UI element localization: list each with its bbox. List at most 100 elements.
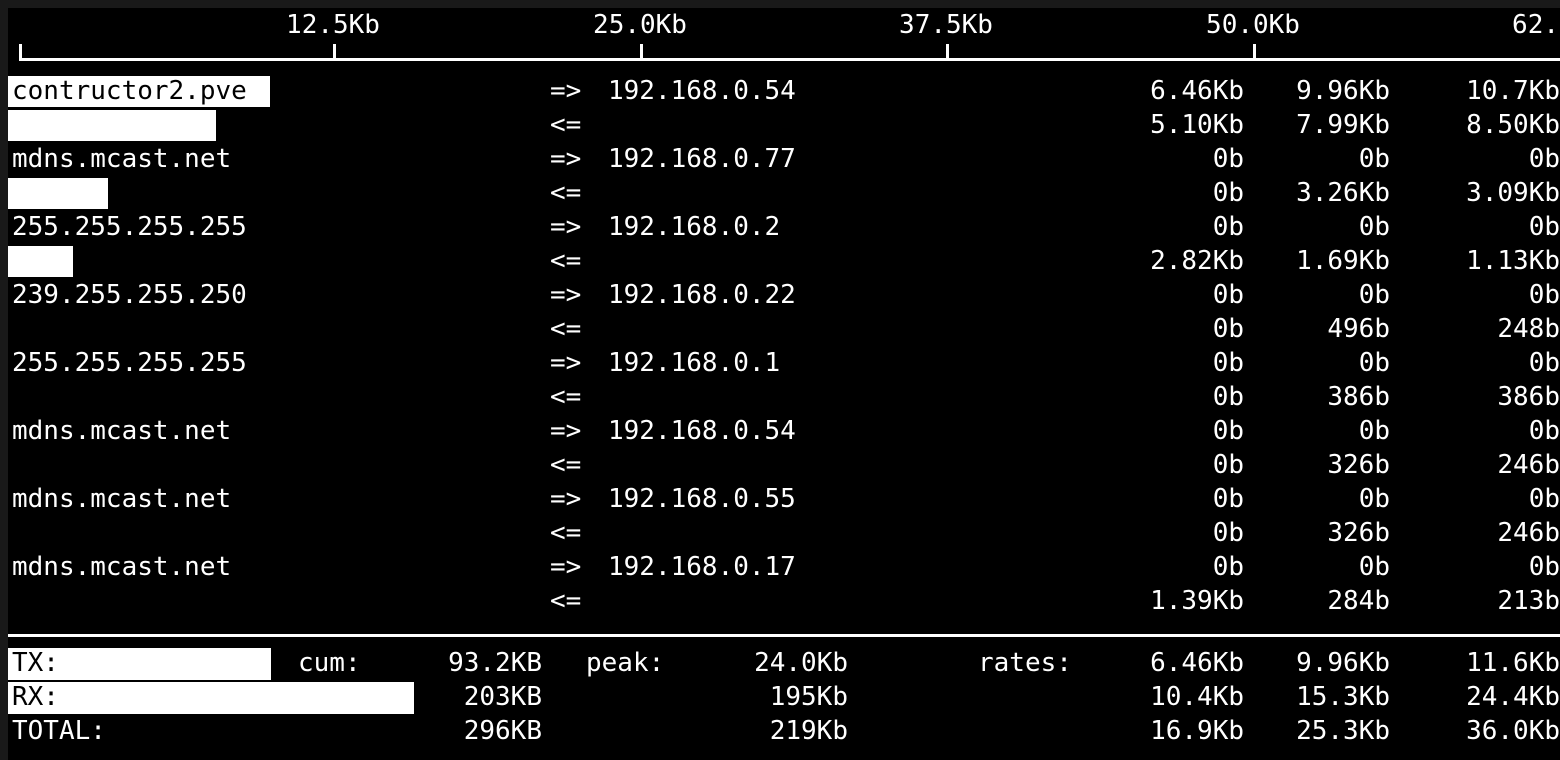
tx-arrow-icon: => — [550, 552, 582, 582]
connection-host-inverted: contructor2.pve — [12, 76, 247, 106]
connection-peer: 192.168.0.55 — [608, 484, 796, 514]
rx-rate-value: 496b — [1327, 314, 1390, 344]
scale-tick — [333, 44, 336, 60]
summary-peak-value: 219Kb — [769, 716, 848, 746]
tx-rate-value: 0b — [1528, 144, 1560, 174]
rx-arrow-icon: <= — [550, 382, 582, 412]
scale-label: 25.0Kb — [593, 10, 687, 40]
connection-host: 255.255.255.255 — [12, 212, 247, 242]
connection-peer: 192.168.0.1 — [608, 348, 781, 378]
rx-bandwidth-bar — [8, 178, 108, 209]
rx-rate-value: 3.26Kb — [1296, 178, 1390, 208]
tx-rate-value: 0b — [1528, 552, 1560, 582]
rx-rate-value: 1.69Kb — [1296, 246, 1390, 276]
tx-rate-value: 0b — [1358, 212, 1390, 242]
rx-arrow-icon: <= — [550, 178, 582, 208]
connection-rx-line: <= 0b 386b 386b — [8, 380, 1560, 414]
scale-label: 37.5Kb — [899, 10, 993, 40]
tx-rate-value: 0b — [1528, 280, 1560, 310]
rx-rate-value: 2.82Kb — [1150, 246, 1244, 276]
connection-row[interactable]: 239.255.255.250 => 192.168.0.22 0b 0b 0b <= 0b 4… — [8, 278, 1560, 346]
scale-origin-tick — [19, 44, 22, 61]
iftop-screen: 12.5Kb 25.0Kb 37.5Kb 50.0Kb 62.5Kb contructo… — [8, 8, 1560, 760]
tx-rate-value: 0b — [1528, 416, 1560, 446]
summary-bandwidth-bar — [8, 682, 414, 714]
summary-cum-value: 93.2KB — [448, 648, 542, 678]
rx-bandwidth-bar — [8, 246, 73, 277]
summary-peak-value: 24.0Kb — [754, 648, 848, 678]
bandwidth-scale: 12.5Kb 25.0Kb 37.5Kb 50.0Kb 62.5Kb — [8, 8, 1560, 70]
connection-row[interactable]: 255.255.255.255 => 192.168.0.2 0b 0b 0b <= 2.82… — [8, 210, 1560, 278]
connection-host: contructor2.pve — [12, 76, 247, 106]
connection-host: mdns.mcast.net — [12, 144, 232, 174]
tx-rate-value: 0b — [1212, 552, 1244, 582]
tx-rate-value: 10.7Kb — [1466, 76, 1560, 106]
connection-rx-line: <= 0b 326b 246b — [8, 448, 1560, 482]
tx-rate-value: 0b — [1528, 212, 1560, 242]
rx-rate-value: 284b — [1327, 586, 1390, 616]
connection-tx-line: mdns.mcast.net => 192.168.0.54 0b 0b 0b — [8, 414, 1560, 448]
summary-peak-label: peak: — [586, 648, 665, 678]
tx-arrow-icon: => — [550, 76, 582, 106]
scale-label: 50.0Kb — [1206, 10, 1300, 40]
tx-bandwidth-bar — [8, 76, 270, 107]
summary-row: TOTAL: 296KB 219Kb 16.9Kb 25.3Kb 36.0Kb — [8, 714, 1560, 748]
summary-rate-value: 6.46Kb — [1150, 648, 1244, 678]
rx-arrow-icon: <= — [550, 518, 582, 548]
scale-tick — [640, 44, 643, 60]
connection-row[interactable]: mdns.mcast.net => 192.168.0.77 0b 0b 0b <= 0b 3.… — [8, 142, 1560, 210]
summary-rate-value: 16.9Kb — [1150, 716, 1244, 746]
rx-rate-value: 326b — [1327, 450, 1390, 480]
rx-rate-value: 0b — [1212, 382, 1244, 412]
rx-arrow-icon: <= — [550, 586, 582, 616]
connection-rx-line: <= 5.10Kb 7.99Kb 8.50Kb — [8, 108, 1560, 142]
connection-tx-line: 255.255.255.255 => 192.168.0.1 0b 0b 0b — [8, 346, 1560, 380]
rx-rate-value: 3.09Kb — [1466, 178, 1560, 208]
summary-row-label: RX: — [12, 682, 59, 712]
tx-arrow-icon: => — [550, 280, 582, 310]
connection-row[interactable]: mdns.mcast.net => 192.168.0.55 0b 0b 0b <= 0b 32… — [8, 482, 1560, 550]
connection-rx-line: <= 2.82Kb 1.69Kb 1.13Kb — [8, 244, 1560, 278]
rx-rate-value: 0b — [1212, 518, 1244, 548]
summary-row: RX: 203KB 195Kb 10.4Kb 15.3Kb 24.4Kb — [8, 680, 1560, 714]
rx-rate-value: 213b — [1497, 586, 1560, 616]
rx-arrow-icon: <= — [550, 314, 582, 344]
summary-divider — [8, 634, 1560, 637]
tx-rate-value: 0b — [1212, 212, 1244, 242]
summary-cum-label: cum: — [298, 648, 361, 678]
connection-peer: 192.168.0.2 — [608, 212, 781, 242]
tx-arrow-icon: => — [550, 416, 582, 446]
connection-peer: 192.168.0.77 — [608, 144, 796, 174]
connection-row[interactable]: mdns.mcast.net => 192.168.0.17 0b 0b 0b <= 1.39… — [8, 550, 1560, 618]
summary-panel: TX: cum: peak: rates: 93.2KB 24.0Kb 6.46Kb 9.96… — [8, 646, 1560, 756]
rx-arrow-icon: <= — [550, 110, 582, 140]
summary-rate-value: 36.0Kb — [1466, 716, 1560, 746]
summary-rate-value: 24.4Kb — [1466, 682, 1560, 712]
rx-rate-value: 326b — [1327, 518, 1390, 548]
summary-row: TX: cum: peak: rates: 93.2KB 24.0Kb 6.46Kb 9.96… — [8, 646, 1560, 680]
connection-row[interactable]: mdns.mcast.net => 192.168.0.54 0b 0b 0b <= 0b 32… — [8, 414, 1560, 482]
connection-row[interactable]: 255.255.255.255 => 192.168.0.1 0b 0b 0b <= 0b 38… — [8, 346, 1560, 414]
connection-tx-line: 255.255.255.255 => 192.168.0.2 0b 0b 0b — [8, 210, 1560, 244]
tx-rate-value: 0b — [1528, 348, 1560, 378]
connection-rx-line: <= 0b 496b 248b — [8, 312, 1560, 346]
tx-rate-value: 0b — [1358, 348, 1390, 378]
connection-rx-line: <= 0b 3.26Kb 3.09Kb — [8, 176, 1560, 210]
rx-rate-value: 8.50Kb — [1466, 110, 1560, 140]
tx-rate-value: 0b — [1528, 484, 1560, 514]
rx-rate-value: 386b — [1497, 382, 1560, 412]
tx-rate-value: 0b — [1358, 280, 1390, 310]
connection-tx-line: contructor2.pve contructor2.pve => 192.168.… — [8, 74, 1560, 108]
scale-tick — [946, 44, 949, 60]
rx-rate-value: 5.10Kb — [1150, 110, 1244, 140]
connection-host: 239.255.255.250 — [12, 280, 247, 310]
summary-peak-value: 195Kb — [769, 682, 848, 712]
connection-rx-line: <= 1.39Kb 284b 213b — [8, 584, 1560, 618]
tx-arrow-icon: => — [550, 144, 582, 174]
connection-host: mdns.mcast.net — [12, 416, 232, 446]
tx-rate-value: 0b — [1358, 144, 1390, 174]
connection-peer: 192.168.0.22 — [608, 280, 796, 310]
connection-row[interactable]: contructor2.pve contructor2.pve => 192.168.… — [8, 74, 1560, 142]
summary-cum-value: 296KB — [463, 716, 542, 746]
